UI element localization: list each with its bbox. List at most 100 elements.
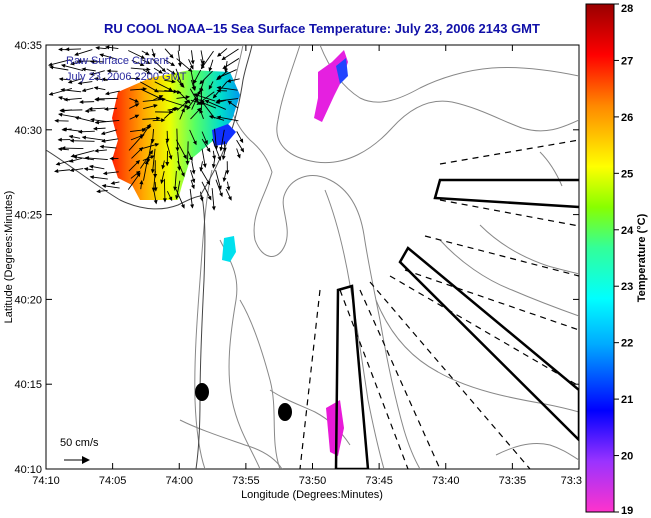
- current-vector-head: [193, 79, 197, 85]
- current-vector-head: [158, 95, 164, 99]
- current-vector-head: [67, 79, 73, 84]
- current-vector: [60, 109, 83, 111]
- colorbar-title: Temperature (°C): [636, 213, 648, 302]
- current-vector-head: [99, 144, 104, 149]
- current-vector-head: [106, 69, 111, 74]
- current-vector-head: [168, 87, 173, 91]
- x-tick-label: 73:50: [299, 475, 327, 487]
- current-vector-head: [134, 103, 140, 108]
- current-vector-head: [68, 158, 74, 163]
- current-vector-head: [150, 169, 155, 174]
- current-vector-head: [90, 71, 95, 76]
- current-vector-head: [142, 87, 148, 92]
- colorbar-tick-label: 21: [621, 394, 633, 406]
- current-vector-head: [145, 51, 150, 56]
- current-vector-head: [171, 79, 176, 84]
- x-axis: 74:10 74:05 74:00 73:55 73:50 73:45 73:40 73:35…: [32, 45, 582, 487]
- current-vector-head: [211, 206, 216, 211]
- current-vector-head: [140, 55, 146, 59]
- current-vector: [82, 136, 105, 141]
- inset-label-line2: July 23, 2006 2200 GMT: [66, 71, 187, 83]
- current-vector-head: [102, 171, 108, 176]
- current-vector-head: [83, 167, 89, 172]
- current-vector: [217, 69, 237, 79]
- current-vector-head: [173, 186, 178, 191]
- current-vector-head: [100, 131, 106, 136]
- colorbar-tick-label: 28: [621, 3, 633, 15]
- current-vector-head: [146, 70, 152, 75]
- current-vector-head: [76, 59, 81, 64]
- current-vector-head: [191, 184, 195, 190]
- current-vector-head: [47, 62, 53, 67]
- current-vector-head: [227, 196, 232, 201]
- sst-patch-blue-north: [336, 58, 348, 84]
- y-tick-label: 40:20: [14, 294, 42, 306]
- current-vector-head: [160, 179, 165, 185]
- current-vector: [49, 88, 72, 96]
- map-content: Raw Surface Current July 23, 2006 2200 G…: [46, 45, 579, 469]
- current-vector-head: [89, 175, 95, 180]
- current-vector-head: [93, 77, 99, 81]
- current-vector: [201, 181, 212, 200]
- current-vector: [128, 134, 143, 151]
- current-vector-head: [211, 164, 216, 169]
- current-vector: [142, 98, 166, 102]
- x-tick-label: 74:00: [165, 475, 193, 487]
- current-vector: [85, 157, 108, 160]
- x-axis-title: Longitude (Degrees:Minutes): [241, 489, 383, 501]
- current-vector: [143, 160, 148, 181]
- current-vector: [176, 58, 192, 72]
- current-vector-head: [146, 158, 151, 164]
- current-vector-head: [212, 155, 217, 160]
- current-vector-head: [206, 147, 211, 153]
- current-vector-head: [170, 62, 176, 67]
- sst-patch-cold: [212, 124, 236, 146]
- current-vector-head: [172, 106, 177, 112]
- current-vector-head: [206, 180, 211, 186]
- current-vector: [165, 99, 188, 108]
- current-vector-head: [216, 85, 221, 90]
- current-vector-head: [60, 87, 65, 92]
- sst-patch-magenta-south: [326, 400, 344, 456]
- current-vector-head: [156, 116, 161, 121]
- current-vector-head: [216, 74, 222, 79]
- current-vector-head: [94, 120, 100, 125]
- current-vector-head: [154, 142, 160, 147]
- y-tick-label: 40:25: [14, 210, 42, 222]
- current-vector-head: [217, 185, 222, 191]
- current-vector-head: [168, 155, 173, 160]
- current-vector-head: [57, 137, 62, 142]
- current-vector-head: [149, 149, 154, 155]
- coastline-north: [199, 45, 253, 197]
- current-vector-head: [96, 189, 101, 194]
- current-vector-head: [240, 147, 245, 153]
- current-vector: [211, 188, 215, 210]
- current-vector-head: [92, 126, 98, 131]
- current-vector: [140, 81, 159, 93]
- scale-arrow-head: [82, 456, 90, 464]
- current-vector-head: [139, 179, 144, 185]
- current-vector: [71, 150, 95, 157]
- current-vector-head: [135, 170, 141, 175]
- current-vector: [152, 148, 156, 173]
- current-vector-head: [104, 107, 109, 112]
- current-vector-head: [188, 156, 193, 162]
- current-vector-head: [185, 161, 190, 166]
- current-vector-head: [69, 138, 74, 143]
- current-vector-head: [226, 78, 232, 83]
- current-vector: [220, 129, 225, 151]
- current-vector-head: [161, 97, 167, 102]
- current-vector-head: [72, 155, 78, 160]
- current-vector-head: [134, 98, 140, 103]
- current-vector-head: [207, 195, 212, 201]
- current-vector-head: [190, 60, 195, 65]
- buoy-marker-2: [278, 403, 292, 421]
- current-vector-head: [217, 52, 222, 57]
- current-vector: [154, 81, 173, 91]
- current-vector-head: [153, 199, 158, 205]
- y-tick-label: 40:35: [14, 40, 42, 52]
- current-vector: [140, 150, 153, 169]
- current-vector: [174, 170, 177, 190]
- current-vector-head: [69, 168, 75, 173]
